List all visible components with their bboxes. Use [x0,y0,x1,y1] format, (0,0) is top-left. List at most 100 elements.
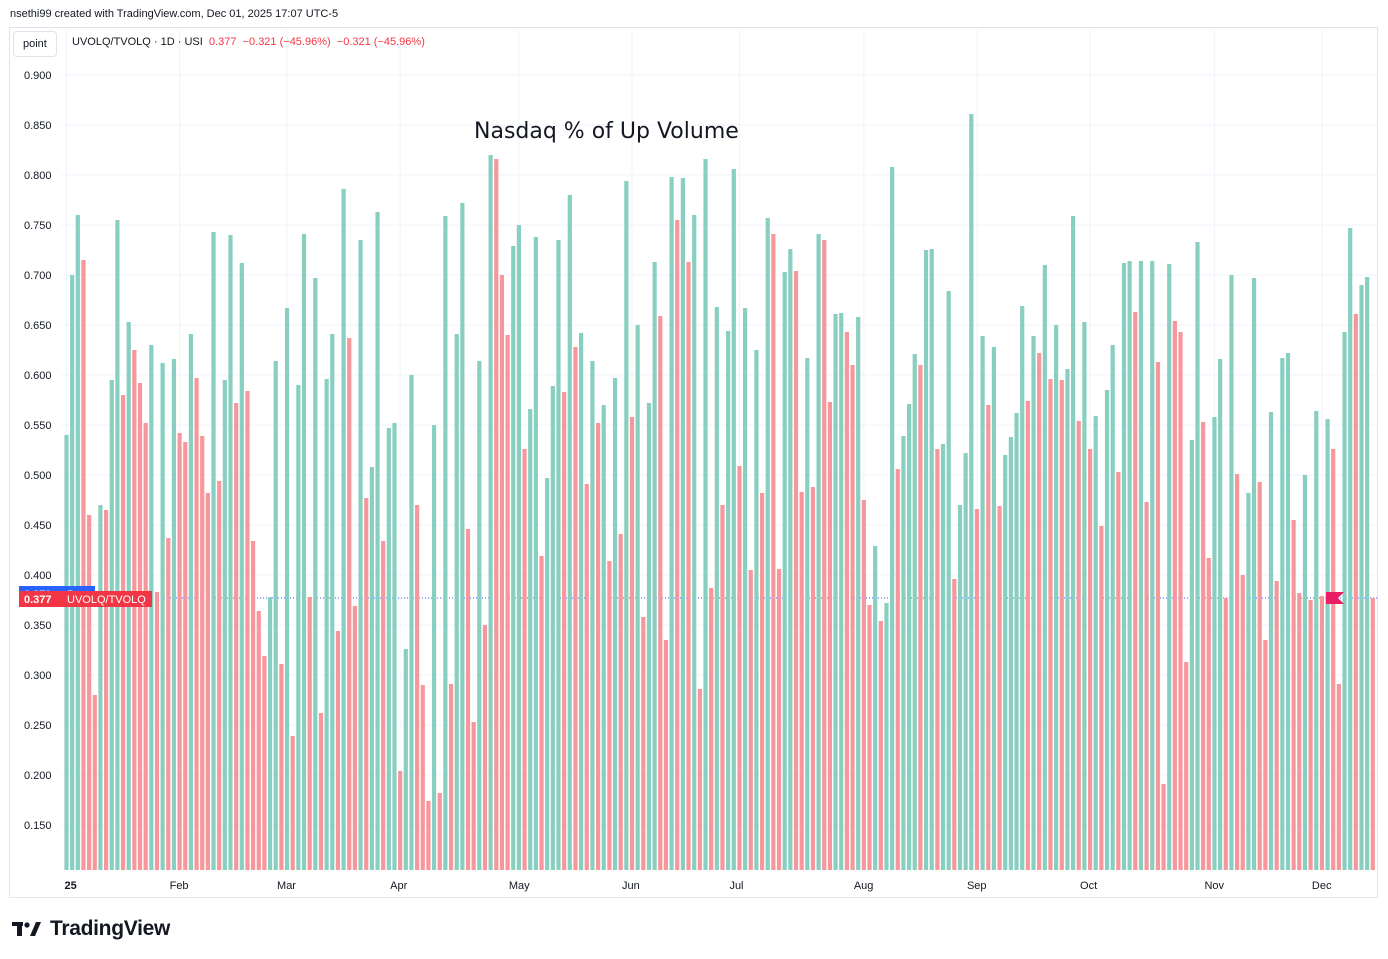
data-bar [731,169,736,870]
data-bar [793,271,799,870]
series-legend: UVOLQ/TVOLQ · 1D · USI 0.377 −0.321 (−45… [72,36,425,48]
data-bar [251,541,256,870]
data-bar [1127,261,1132,870]
data-bar [624,181,629,870]
data-bar [318,713,324,870]
data-bar [1082,322,1087,870]
data-bar [194,378,199,870]
data-bar [675,220,680,870]
data-bar [415,505,420,870]
data-bar [403,649,408,870]
data-bar [935,449,940,870]
data-bar [618,534,623,870]
data-bar [1246,493,1251,870]
data-bar [890,167,895,870]
data-bar [364,498,369,870]
data-bar [234,403,239,870]
data-bar [98,505,103,870]
last-tag-label: UVOLQ/TVOLQ [67,594,146,606]
data-bar [284,308,290,870]
data-bar [584,484,589,870]
data-bar [1133,312,1138,870]
data-bar [991,347,997,870]
data-bar [183,442,188,870]
data-bar [669,177,674,870]
data-bar [1104,390,1110,870]
data-bar [222,380,227,870]
data-bar [499,275,505,870]
interval-button[interactable]: point [13,31,57,57]
legend-change: −0.321 (−45.96%) [242,36,331,48]
data-bar [895,469,900,870]
legend-symbol[interactable]: UVOLQ/TVOLQ · 1D · USI [72,36,203,48]
data-bar [1268,412,1274,870]
data-bar [109,380,114,870]
data-bar [805,358,810,870]
data-bar [1076,421,1081,870]
data-bar [533,237,538,870]
x-tick-label: May [509,880,530,892]
data-bar [171,359,177,870]
data-bar [1031,336,1036,870]
data-bar [488,155,493,870]
data-bar [1110,345,1115,870]
data-bar [1042,265,1047,870]
data-bar [1155,362,1161,870]
data-bar [550,386,555,870]
tradingview-logo[interactable]: TradingView [12,916,170,942]
data-bar [697,689,702,870]
data-bar [612,378,618,870]
axes: 0.900 0.850 0.800 0.750 0.700 0.650 0.600 0.550… [24,70,1332,892]
flag-icon [1326,592,1344,604]
y-tick-label: 0.200 [24,770,52,782]
data-bar [154,592,160,870]
data-bar [844,332,849,870]
data-bar [290,736,295,870]
data-bar [1167,264,1172,870]
data-bar [765,218,770,870]
x-tick-label: Sep [967,880,987,892]
data-bar [867,605,872,870]
data-bar [1257,482,1262,870]
data-bar [477,361,482,870]
data-bar [952,579,957,870]
data-bar [703,159,708,870]
data-bar [228,235,233,870]
data-bar [918,365,923,870]
data-bar [1274,581,1279,870]
data-bar [149,345,154,870]
data-bar [1285,353,1291,870]
data-bar [1263,640,1268,870]
data-bar [1048,379,1053,870]
data-bar [1121,263,1127,870]
data-bar [1206,558,1211,870]
data-bar [256,611,261,870]
data-bar [663,640,669,870]
data-bar [437,793,442,870]
data-bar [782,272,787,870]
data-bar [963,453,968,870]
data-bar [211,232,216,870]
data-bar [448,684,454,870]
data-bar [81,260,86,870]
data-bar [92,695,97,870]
data-bar [273,361,278,870]
data-bar [856,317,861,870]
data-bar [87,515,92,870]
data-bar [307,597,312,870]
data-bar [1302,475,1308,870]
data-bar [205,493,210,870]
data-bar [562,392,567,870]
data-bar [1059,380,1064,870]
data-bar [301,234,307,870]
data-bar [188,334,194,870]
data-bar [1240,575,1245,870]
data-bar [743,308,748,870]
x-tick-label: Feb [170,880,189,892]
data-bar [539,556,544,870]
data-bar [465,529,471,870]
data-bar [103,510,109,870]
data-bar [1325,419,1330,870]
